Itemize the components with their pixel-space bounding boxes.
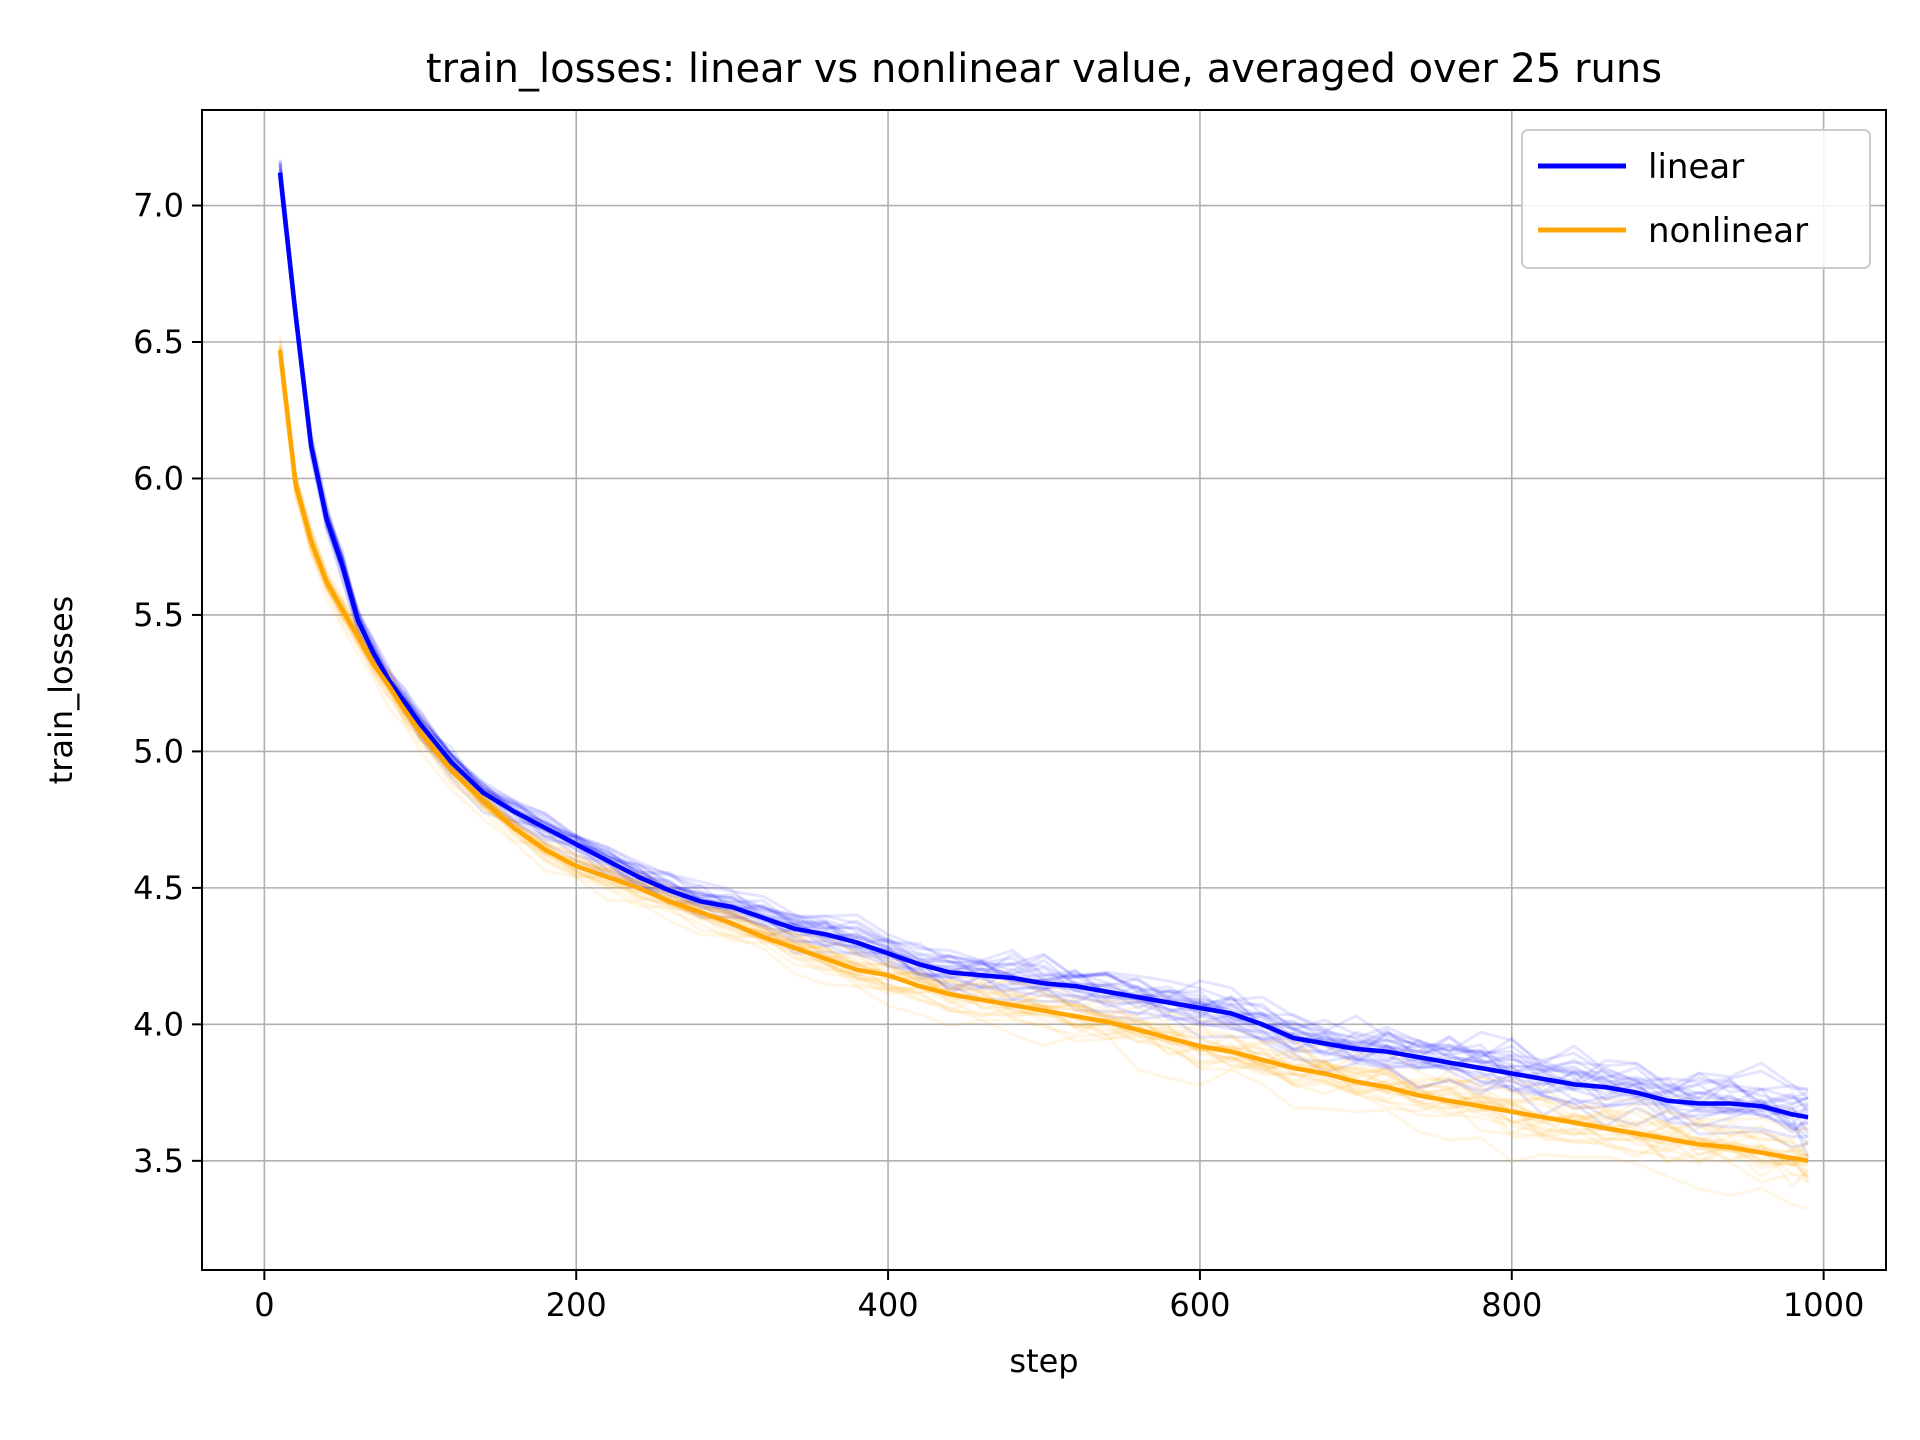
axis-ticks: 0 200 400 600 800 1000 3.5 4.0 4.5 5.0 5.5 6.0 6.5 7.… bbox=[133, 187, 1864, 1324]
run-line-linear bbox=[278, 171, 1809, 1131]
x-tick-label: 200 bbox=[546, 1286, 607, 1324]
run-line-nonlinear bbox=[278, 351, 1810, 1182]
plot-frame bbox=[201, 109, 1887, 1271]
x-tick-label: 400 bbox=[858, 1286, 919, 1324]
run-line-nonlinear bbox=[278, 350, 1810, 1167]
run-line-linear bbox=[278, 160, 1809, 1100]
run-line-nonlinear bbox=[278, 336, 1810, 1164]
x-tick-label: 1000 bbox=[1783, 1286, 1864, 1324]
series-lines bbox=[277, 172, 1809, 1164]
run-line-nonlinear bbox=[278, 353, 1810, 1188]
series-line-linear bbox=[277, 172, 1809, 1120]
run-line-linear bbox=[278, 172, 1810, 1134]
run-line-linear bbox=[278, 170, 1809, 1097]
run-line-linear bbox=[278, 183, 1810, 1159]
chart-title: train_losses: linear vs nonlinear value,… bbox=[426, 46, 1662, 92]
legend-label-linear: linear bbox=[1648, 147, 1744, 187]
run-line-linear bbox=[278, 162, 1809, 1110]
legend: linear nonlinear bbox=[1521, 129, 1871, 269]
run-line-linear bbox=[278, 159, 1810, 1113]
x-tick-label: 0 bbox=[254, 1286, 274, 1324]
y-tick-label: 3.5 bbox=[133, 1142, 184, 1180]
run-line-linear bbox=[278, 161, 1809, 1099]
series-line-nonlinear bbox=[277, 349, 1809, 1164]
run-line-nonlinear bbox=[278, 346, 1810, 1182]
y-tick-label: 7.0 bbox=[133, 187, 184, 225]
run-line-linear bbox=[278, 163, 1809, 1091]
y-tick-label: 6.0 bbox=[133, 459, 184, 497]
run-line-nonlinear bbox=[278, 338, 1809, 1132]
run-line-nonlinear bbox=[278, 351, 1809, 1166]
y-tick-label: 5.5 bbox=[133, 596, 184, 634]
run-line-nonlinear bbox=[278, 363, 1809, 1184]
y-tick-label: 4.5 bbox=[133, 869, 184, 907]
y-tick-label: 5.0 bbox=[133, 732, 184, 770]
x-tick-label: 800 bbox=[1481, 1286, 1542, 1324]
x-axis-label: step bbox=[1009, 1342, 1078, 1380]
y-tick-label: 6.5 bbox=[133, 323, 184, 361]
grid bbox=[202, 110, 1886, 1270]
y-tick-label: 4.0 bbox=[133, 1005, 184, 1043]
x-tick-label: 600 bbox=[1169, 1286, 1230, 1324]
run-line-nonlinear bbox=[278, 364, 1809, 1210]
legend-label-nonlinear: nonlinear bbox=[1648, 211, 1808, 251]
y-axis-label: train_losses bbox=[42, 596, 80, 785]
